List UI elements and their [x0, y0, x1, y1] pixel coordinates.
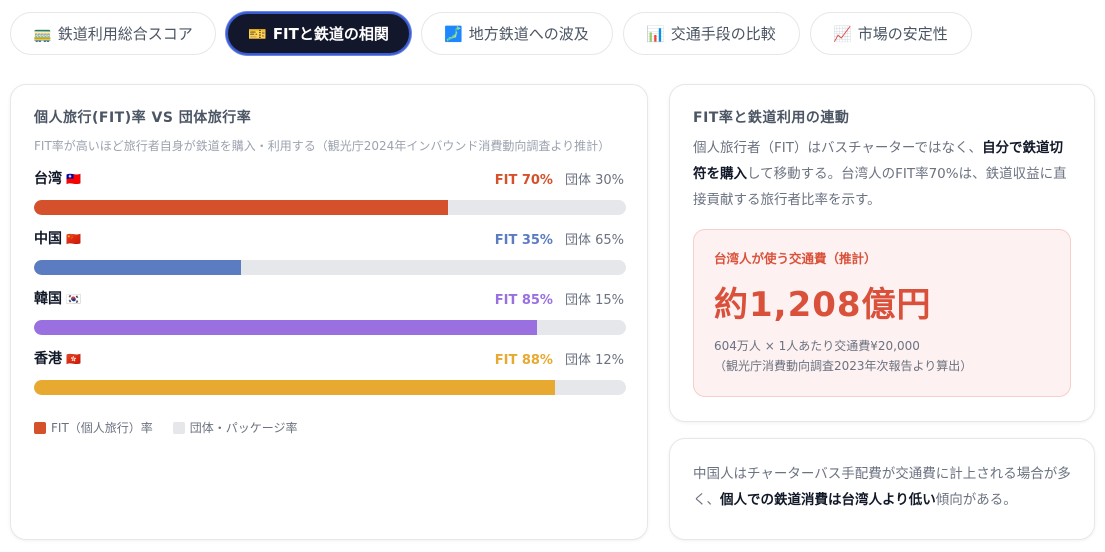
fit-bar — [34, 200, 449, 215]
fit-vs-group-card: 個人旅行(FIT)率 VS 団体旅行率 FIT率が高いほど旅行者自身が鉄道を購入… — [10, 84, 648, 540]
legend-swatch — [172, 421, 185, 434]
bar-chart-icon: 📊 — [646, 24, 665, 43]
cost-note: 604万人 × 1人あたり交通費¥20,000 （観光庁消費動向調査2023年次報… — [714, 336, 1050, 376]
card-title: FIT率と鉄道利用の連動 — [693, 110, 850, 126]
country-name: 台湾 — [34, 171, 62, 187]
cost-formula: 604万人 × 1人あたり交通費¥20,000 — [714, 339, 920, 353]
country-name: 中国 — [34, 231, 62, 247]
chart-legend: FIT（個人旅行）率 団体・パッケージ率 — [34, 419, 624, 436]
group-value: 団体 65% — [564, 232, 624, 248]
train-icon: 🚃 — [33, 24, 52, 43]
card-title: 個人旅行(FIT)率 VS 団体旅行率 — [34, 110, 252, 126]
legend-swatch — [34, 421, 46, 434]
taiwan-flag-icon: 🇹🇼 — [66, 172, 81, 186]
body-text: 個人旅行者（FIT）はバスチャーターではなく、 — [693, 140, 983, 156]
body-emphasis: 個人での鉄道消費は台湾人より低い — [720, 492, 936, 508]
country-row-hongkong: 香港 🇭🇰 FIT 88% 団体 12% — [34, 349, 626, 395]
body-text: 中国人はチャーターバス手配費が交通費に計上される場合が多く、 — [693, 466, 1071, 508]
tab-label: 市場の安定性 — [857, 25, 948, 43]
tab-bar: 🚃 鉄道利用総合スコア 🎫 FITと鉄道の相関 🗾 地方鉄道への波及 📊 交通手… — [10, 12, 972, 55]
tab-label: FITと鉄道の相関 — [272, 25, 389, 43]
cost-label: 台湾人が使う交通費（推計） — [714, 251, 877, 266]
tab-market-stability[interactable]: 📈 市場の安定性 — [810, 12, 972, 55]
progress-track — [34, 380, 626, 395]
legend-item-fit: FIT（個人旅行）率 — [34, 419, 153, 436]
fit-bar — [34, 320, 538, 335]
tab-rail-usage-score[interactable]: 🚃 鉄道利用総合スコア — [10, 12, 216, 55]
body-text: 傾向がある。 — [935, 492, 1017, 508]
card-body: 個人旅行者（FIT）はバスチャーターではなく、自分で鉄道切符を購入して移動する。… — [693, 135, 1071, 213]
country-row-korea: 韓国 🇰🇷 FIT 85% 団体 15% — [34, 289, 626, 335]
body-emphasis: 自分で鉄道切符を購入 — [693, 140, 1064, 182]
fit-value: FIT 85% — [494, 292, 553, 308]
fit-bar — [34, 260, 242, 275]
fit-value: FIT 70% — [494, 172, 553, 188]
fit-value: FIT 88% — [494, 352, 553, 368]
group-value: 団体 30% — [564, 172, 624, 188]
progress-track — [34, 200, 626, 215]
japan-map-icon: 🗾 — [444, 24, 463, 43]
trend-chart-icon: 📈 — [833, 24, 852, 43]
ticket-icon: 🎫 — [248, 24, 267, 43]
korea-flag-icon: 🇰🇷 — [66, 292, 81, 306]
progress-track — [34, 320, 626, 335]
group-value: 団体 12% — [564, 352, 624, 368]
tab-label: 交通手段の比較 — [670, 25, 776, 43]
fit-rail-link-card: FIT率と鉄道利用の連動 個人旅行者（FIT）はバスチャーターではなく、自分で鉄… — [669, 84, 1095, 422]
fit-value: FIT 35% — [494, 232, 553, 248]
card-body: 中国人はチャーターバス手配費が交通費に計上される場合が多く、個人での鉄道消費は台… — [693, 461, 1071, 513]
china-flag-icon: 🇨🇳 — [66, 232, 81, 246]
country-name: 香港 — [34, 351, 62, 367]
hongkong-flag-icon: 🇭🇰 — [66, 352, 81, 366]
tab-regional-rail[interactable]: 🗾 地方鉄道への波及 — [421, 12, 613, 55]
china-note-card: 中国人はチャーターバス手配費が交通費に計上される場合が多く、個人での鉄道消費は台… — [669, 438, 1095, 540]
country-row-china: 中国 🇨🇳 FIT 35% 団体 65% — [34, 229, 626, 275]
tab-label: 地方鉄道への波及 — [468, 25, 589, 43]
legend-label: FIT（個人旅行）率 — [51, 421, 153, 435]
tab-label: 鉄道利用総合スコア — [57, 25, 193, 43]
group-value: 団体 15% — [564, 292, 624, 308]
legend-item-group: 団体・パッケージ率 — [172, 419, 298, 436]
country-name: 韓国 — [34, 291, 62, 307]
cost-value: 約1,208億円 — [714, 285, 932, 325]
cost-source: （観光庁消費動向調査2023年次報告より算出） — [714, 359, 973, 373]
fit-bar — [34, 380, 555, 395]
progress-track — [34, 260, 626, 275]
tab-transport-comparison[interactable]: 📊 交通手段の比較 — [623, 12, 800, 55]
legend-label: 団体・パッケージ率 — [189, 421, 298, 435]
country-row-taiwan: 台湾 🇹🇼 FIT 70% 団体 30% — [34, 169, 626, 215]
transport-cost-box: 台湾人が使う交通費（推計） 約1,208億円 604万人 × 1人あたり交通費¥… — [693, 229, 1071, 397]
body-text: して移動する。台湾人のFIT率70%は、鉄道収益に直接貢献する旅行者比率を示す。 — [693, 166, 1067, 208]
card-subtitle: FIT率が高いほど旅行者自身が鉄道を購入・利用する（観光庁2024年インバウンド… — [34, 139, 611, 153]
tab-fit-correlation[interactable]: 🎫 FITと鉄道の相関 — [226, 12, 411, 55]
